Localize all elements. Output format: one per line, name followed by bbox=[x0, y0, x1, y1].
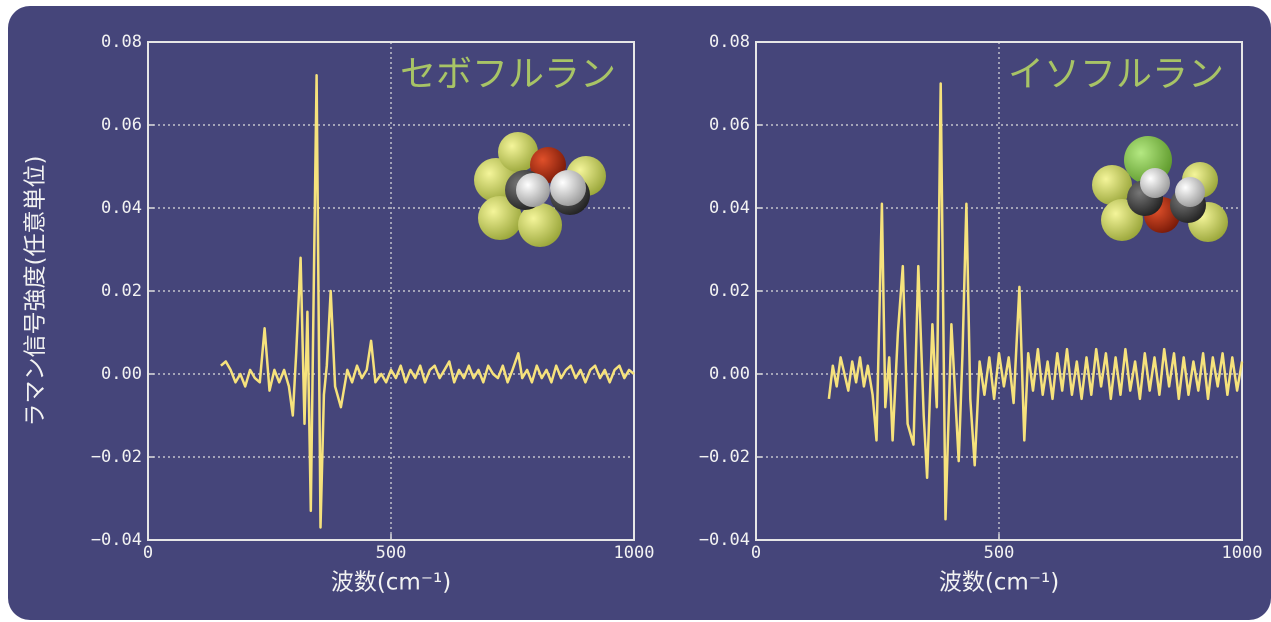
y-tick-label: 0.02 bbox=[101, 281, 142, 301]
y-axis-label: ラマン信号強度(任意単位) bbox=[23, 156, 49, 427]
x-tick-label: 1000 bbox=[614, 543, 655, 563]
chart-title: セボフルラン bbox=[400, 54, 616, 95]
y-tick-label: 0.00 bbox=[709, 364, 750, 384]
x-tick-label: 0 bbox=[751, 543, 761, 563]
y-tick-label: −0.04 bbox=[91, 530, 142, 550]
background-panel bbox=[8, 6, 1271, 620]
x-tick-label: 500 bbox=[984, 543, 1015, 563]
y-tick-label: 0.06 bbox=[709, 115, 750, 135]
x-axis-label: 波数(cm⁻¹) bbox=[331, 570, 451, 596]
figure: −0.04 −0.02 0.00 0.02 0.04 0.06 0.08 0 500 1000 セ… bbox=[0, 0, 1271, 622]
chart-title: イソフルラン bbox=[1008, 54, 1224, 95]
y-tick-label: 0.04 bbox=[709, 198, 750, 218]
y-tick-label: 0.00 bbox=[101, 364, 142, 384]
y-tick-label: 0.04 bbox=[101, 198, 142, 218]
y-tick-label: −0.04 bbox=[699, 530, 750, 550]
x-tick-label: 0 bbox=[143, 543, 153, 563]
y-tick-label: −0.02 bbox=[91, 447, 142, 467]
y-tick-label: −0.02 bbox=[699, 447, 750, 467]
x-axis-label: 波数(cm⁻¹) bbox=[939, 570, 1059, 596]
x-tick-label: 500 bbox=[376, 543, 407, 563]
y-tick-label: 0.08 bbox=[709, 32, 750, 52]
y-tick-label: 0.06 bbox=[101, 115, 142, 135]
x-tick-label: 1000 bbox=[1222, 543, 1263, 563]
y-tick-label: 0.02 bbox=[709, 281, 750, 301]
y-tick-label: 0.08 bbox=[101, 32, 142, 52]
